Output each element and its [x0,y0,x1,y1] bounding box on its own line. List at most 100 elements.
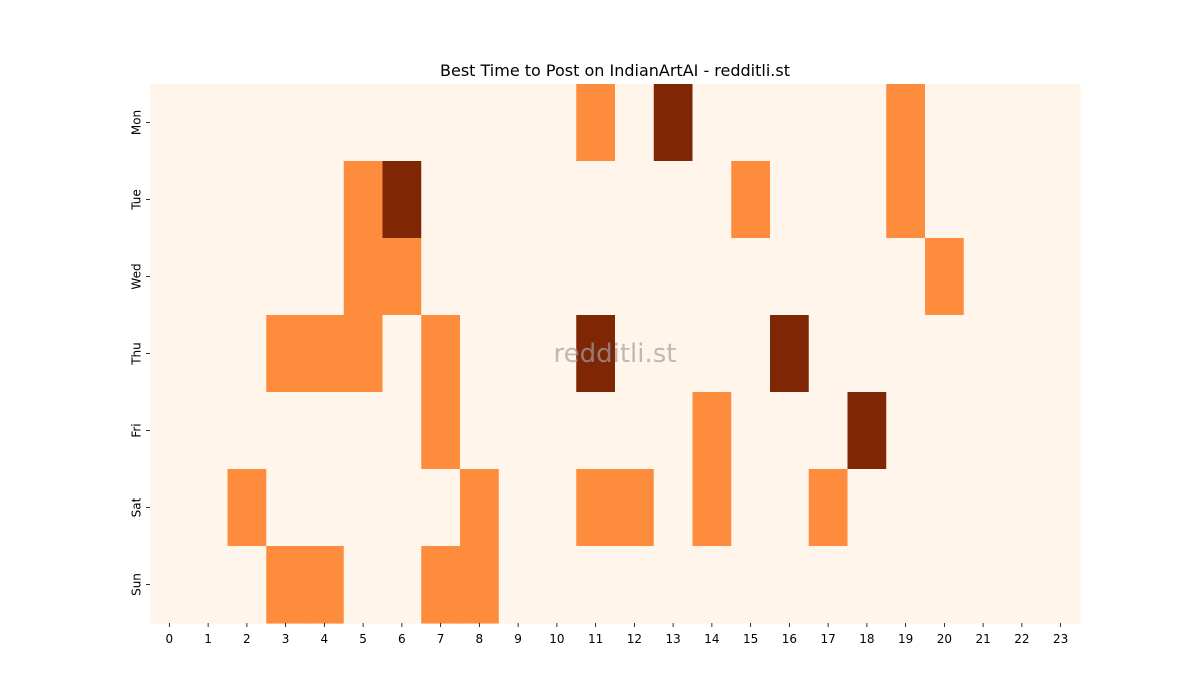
heatmap-cell-fri-16 [770,392,810,470]
heatmap-cell-thu-18 [847,315,887,393]
heatmap-cell-wed-0 [150,238,190,316]
heatmap-cell-mon-17 [808,84,849,162]
heatmap-cell-tue-19 [886,161,926,239]
y-axis: Mon Tue Wed Thu Fri Sat Sun [130,110,150,596]
x-tick-label-21: 21 [975,632,990,646]
heatmap-cell-wed-18 [847,238,887,316]
heatmap-cell-tue-22 [1002,161,1042,239]
x-tick-label-3: 3 [282,632,290,646]
heatmap-cell-sun-3 [266,546,306,624]
heatmap-cell-mon-21 [963,84,1004,162]
heatmap-cell-tue-15 [731,161,771,239]
heatmap-cell-sun-0 [150,546,190,624]
heatmap-cell-mon-1 [188,84,229,162]
heatmap-cell-wed-11 [576,238,616,316]
heatmap-cell-sat-1 [188,469,229,547]
heatmap-cell-fri-19 [886,392,926,470]
heatmap-cell-fri-20 [925,392,965,470]
heatmap-cell-fri-11 [576,392,616,470]
x-tick-label-18: 18 [859,632,874,646]
heatmap-cell-sun-5 [343,546,384,624]
x-tick-label-12: 12 [627,632,642,646]
heatmap-cell-fri-1 [188,392,229,470]
y-tick-label-thu: Thu [130,342,144,366]
x-tick-label-10: 10 [549,632,564,646]
heatmap-cell-tue-14 [692,161,732,239]
x-tick-label-14: 14 [704,632,719,646]
heatmap-cell-tue-8 [460,161,500,239]
heatmap-cell-mon-9 [498,84,539,162]
heatmap-cell-wed-12 [615,238,655,316]
heatmap-cell-mon-2 [227,84,267,162]
heatmap-cell-sun-8 [460,546,500,624]
heatmap-cell-sat-21 [963,469,1004,547]
heatmap-cell-sun-14 [692,546,732,624]
heatmap-cell-thu-13 [653,315,694,393]
heatmap-cell-wed-21 [963,238,1004,316]
heatmap-cell-tue-10 [537,161,577,239]
heatmap-cell-tue-9 [498,161,539,239]
x-tick-label-16: 16 [782,632,797,646]
heatmap-cell-sun-17 [808,546,849,624]
heatmap-cell-tue-7 [421,161,461,239]
heatmap-cell-sat-7 [421,469,461,547]
heatmap-cell-wed-22 [1002,238,1042,316]
heatmap-cell-sat-14 [692,469,732,547]
heatmap-cell-sat-20 [925,469,965,547]
heatmap-cell-sat-2 [227,469,267,547]
heatmap-cell-fri-21 [963,392,1004,470]
heatmap-cell-tue-3 [266,161,306,239]
x-tick-label-1: 1 [204,632,212,646]
heatmap-cell-fri-0 [150,392,190,470]
heatmap-cell-sun-13 [653,546,694,624]
heatmap-cell-wed-8 [460,238,500,316]
heatmap-cell-thu-9 [498,315,539,393]
heatmap-cell-thu-3 [266,315,306,393]
heatmap-cell-tue-5 [343,161,384,239]
heatmap-cell-sun-20 [925,546,965,624]
heatmap-cell-sat-4 [305,469,345,547]
heatmap-cell-sat-16 [770,469,810,547]
x-tick-label-19: 19 [898,632,913,646]
heatmap-cell-wed-10 [537,238,577,316]
heatmap-cell-fri-10 [537,392,577,470]
heatmap-cell-fri-8 [460,392,500,470]
heatmap-cell-thu-15 [731,315,771,393]
heatmap-cell-thu-23 [1041,315,1081,393]
heatmap-cell-thu-21 [963,315,1004,393]
heatmap-cell-thu-12 [615,315,655,393]
heatmap-cell-fri-7 [421,392,461,470]
heatmap-cell-mon-13 [653,84,694,162]
x-tick-label-23: 23 [1053,632,1068,646]
heatmap-cell-wed-19 [886,238,926,316]
y-tick-label-tue: Tue [130,189,144,211]
x-tick-label-22: 22 [1014,632,1029,646]
heatmap-cell-fri-23 [1041,392,1081,470]
heatmap-cell-sun-9 [498,546,539,624]
heatmap-cell-mon-23 [1041,84,1081,162]
heatmap-cell-sun-2 [227,546,267,624]
heatmap-cell-tue-16 [770,161,810,239]
heatmap-cell-fri-22 [1002,392,1042,470]
heatmap-cell-sat-17 [808,469,849,547]
heatmap-cell-wed-23 [1041,238,1081,316]
heatmap-cell-thu-5 [343,315,384,393]
heatmap-cell-tue-11 [576,161,616,239]
heatmap-cell-mon-22 [1002,84,1042,162]
heatmap-cell-mon-12 [615,84,655,162]
chart-title: Best Time to Post on IndianArtAI - reddi… [440,61,790,80]
heatmap-cell-fri-6 [382,392,422,470]
heatmap-cell-mon-4 [305,84,345,162]
x-tick-label-11: 11 [588,632,603,646]
heatmap-cell-sat-8 [460,469,500,547]
heatmap-cell-sun-15 [731,546,771,624]
heatmap-cell-tue-12 [615,161,655,239]
y-tick-label-sun: Sun [130,573,144,596]
heatmap-cell-mon-19 [886,84,926,162]
heatmap-cell-sat-18 [847,469,887,547]
heatmap-cell-mon-14 [692,84,732,162]
heatmap-cell-sun-10 [537,546,577,624]
heatmap-cell-sun-18 [847,546,887,624]
heatmap-cell-sat-3 [266,469,306,547]
heatmap-cell-sat-5 [343,469,384,547]
